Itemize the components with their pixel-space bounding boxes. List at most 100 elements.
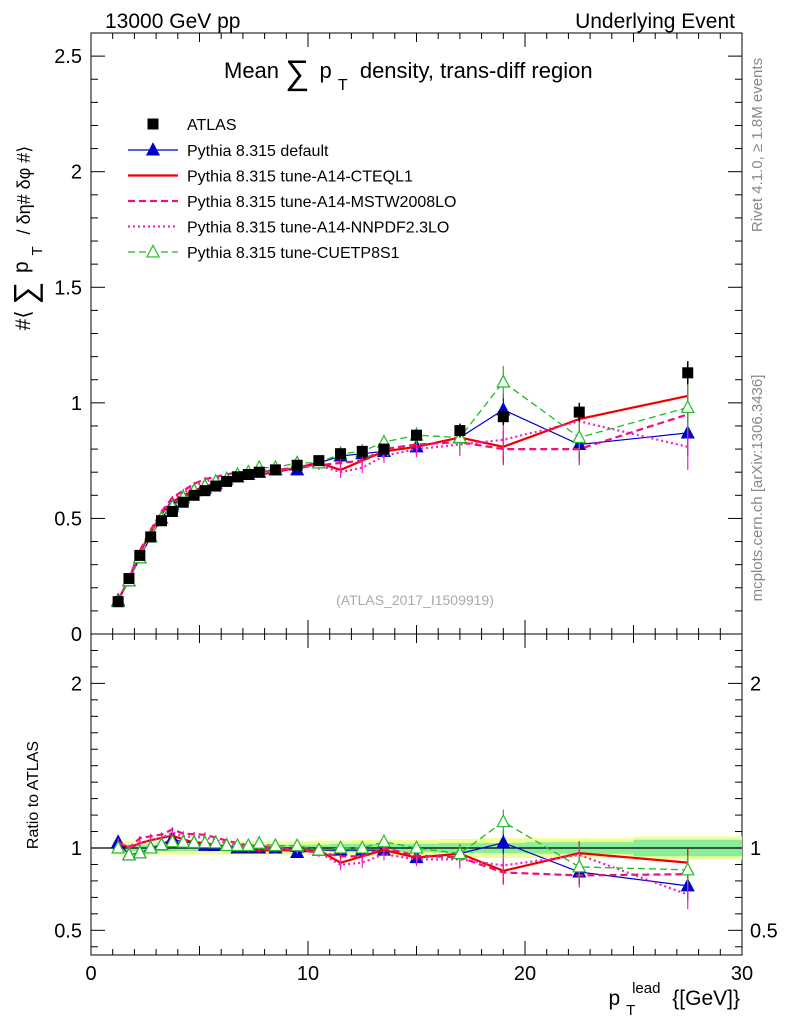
series-marker — [376, 833, 391, 848]
legend-label: Pythia 8.315 default — [187, 143, 329, 160]
series-marker — [311, 842, 326, 856]
data-point — [269, 464, 281, 476]
series-marker — [680, 399, 695, 414]
series-marker — [241, 837, 256, 852]
title-pre: Mean — [224, 58, 279, 83]
legend-label: Pythia 8.315 tune-A14-CTEQL1 — [187, 169, 413, 186]
series-marker — [154, 836, 169, 851]
data-point — [123, 573, 135, 585]
series-marker — [208, 834, 223, 849]
legend-label: Pythia 8.315 tune-CUETP8S1 — [187, 245, 400, 262]
data-point — [682, 367, 694, 379]
header-energy-label: 13000 GeV pp — [105, 10, 240, 33]
series-marker — [145, 244, 161, 258]
series-marker — [176, 834, 191, 848]
axis-ticks — [90, 32, 743, 955]
xlabel-unit: {[GeV]} — [672, 987, 740, 1010]
data-point — [411, 429, 422, 441]
data-point — [454, 425, 466, 437]
y-tick-label-ratio: 0.5 — [54, 920, 82, 942]
data-point — [573, 406, 585, 418]
series-marker — [111, 840, 126, 854]
series-marker — [187, 834, 202, 849]
main-panel-series — [111, 365, 695, 608]
data-point — [335, 448, 347, 460]
y-tick-label-main: 1.5 — [54, 277, 82, 299]
series-marker — [496, 813, 511, 828]
y-tick-label-ratio: 1 — [71, 838, 82, 860]
title-p: p — [320, 58, 332, 83]
y-tick-label-main: 0.5 — [54, 508, 82, 530]
series-marker — [572, 858, 587, 873]
ylabel-subscript: T — [29, 246, 46, 255]
y-tick-label-ratio: 2 — [71, 673, 82, 695]
y-tick-label-main: 1 — [71, 393, 82, 415]
x-tick-label: 20 — [514, 963, 536, 985]
y-tick-label-ratio-right: 0.5 — [750, 920, 778, 942]
y-tick-label-main: 2.5 — [54, 46, 82, 68]
data-point — [378, 443, 390, 455]
data-point — [134, 549, 146, 561]
data-point — [166, 505, 178, 517]
data-point — [497, 411, 509, 423]
series-marker — [145, 142, 161, 156]
series-marker — [219, 837, 234, 852]
legend-label: Pythia 8.315 tune-A14-MSTW2008LO — [187, 194, 456, 211]
data-point — [221, 475, 233, 487]
series-marker — [197, 834, 212, 849]
y-axis-label-ratio: Ratio to ATLAS — [25, 741, 42, 849]
data-point — [291, 459, 303, 471]
legend-label: Pythia 8.315 tune-A14-NNPDF2.3LO — [187, 220, 449, 237]
data-point — [356, 445, 368, 457]
side-label-rivet: Rivet 4.1.0, ≥ 1.8M events — [749, 58, 766, 232]
ylabel-p: p — [10, 261, 33, 273]
series-marker — [132, 844, 147, 859]
data-point — [177, 496, 189, 508]
data-point — [210, 480, 222, 492]
data-point — [313, 455, 325, 467]
series-marker — [355, 840, 370, 854]
ratio-plot-frame — [90, 633, 743, 956]
ylabel-rest: / δη# δφ #⟩ — [14, 146, 34, 235]
x-tick-label: 0 — [85, 963, 96, 985]
plot-title: Mean ∑ p T density, trans-diff region — [224, 54, 593, 95]
data-point — [188, 489, 200, 501]
analysis-tag: (ATLAS_2017_I1509919) — [336, 592, 494, 608]
title-subscript: T — [338, 77, 348, 94]
title-sum-symbol: ∑ — [285, 54, 309, 92]
ylabel-sum-symbol: ∑ — [7, 282, 43, 305]
y-axis-label-main: #⟨ ∑ p T / δη# δφ #⟩ — [7, 146, 47, 331]
xlabel-p: p — [609, 987, 621, 1010]
series-marker — [452, 845, 467, 860]
header-event-label: Underlying Event — [575, 10, 735, 33]
x-tick-label: 10 — [297, 963, 319, 985]
y-tick-label-ratio-right: 2 — [750, 673, 761, 695]
series-marker — [333, 840, 348, 854]
legend-marker-atlas — [147, 118, 159, 130]
series-marker — [572, 429, 587, 444]
series-marker — [268, 837, 283, 852]
data-point — [242, 469, 254, 481]
xlabel-superscript: lead — [632, 980, 660, 997]
series-marker — [680, 861, 695, 876]
data-point — [145, 531, 157, 543]
y-tick-label-ratio-right: 1 — [750, 838, 761, 860]
data-point — [199, 485, 211, 497]
series-marker — [230, 837, 245, 852]
data-point — [253, 466, 265, 478]
data-point — [156, 515, 168, 527]
side-label-mcplots: mcplots.cern.ch [arXiv:1306.3436] — [749, 375, 766, 602]
series-marker — [143, 840, 158, 854]
legend: ATLAS Pythia 8.315 default Pythia 8.315 tu… — [128, 117, 456, 262]
series-marker — [121, 846, 137, 861]
x-tick-label: 30 — [731, 963, 753, 985]
series-marker — [290, 837, 305, 852]
x-axis-label: p T lead {[GeV]} — [609, 975, 740, 1020]
ylabel-open: #⟨ — [12, 310, 35, 330]
series-line — [117, 394, 689, 601]
title-post: density, trans-diff region — [360, 58, 593, 83]
data-point — [112, 596, 124, 608]
y-tick-label-main: 0 — [71, 624, 82, 646]
series-marker — [252, 835, 267, 849]
